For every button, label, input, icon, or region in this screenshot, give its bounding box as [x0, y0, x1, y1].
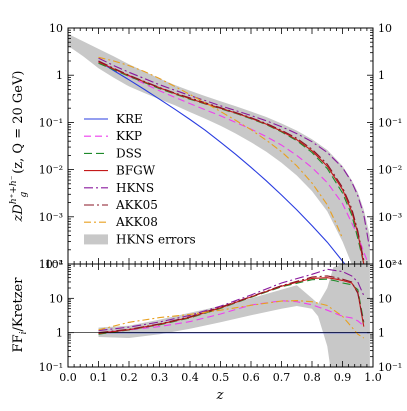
bottom-series-group: [68, 268, 373, 339]
xtick-label: 0.8: [303, 371, 321, 384]
top-ytick-label-left: 10⁻²: [39, 164, 63, 177]
top-series-dss: [98, 62, 365, 264]
top-ytick-label-left: 10⁻⁴: [39, 258, 64, 271]
top-y-axis-label: zDh⁺+h⁻g (z, Q = 20 GeV): [9, 71, 29, 223]
bottom-band-area: [98, 264, 370, 367]
bottom-ytick-label-left: 10: [49, 292, 63, 305]
bottom-series-hkns: [98, 268, 365, 332]
top-error-band: [68, 33, 370, 264]
x-axis-label: z: [216, 388, 224, 403]
bottom-ytick-label-left: 1: [56, 327, 63, 340]
legend-label-hkns-errors: HKNS errors: [116, 232, 196, 246]
bottom-ytick-label-right: 10⁻¹: [378, 361, 402, 374]
legend-label-hkns: HKNS: [116, 181, 154, 195]
top-ytick-label-right: 10⁻²: [378, 164, 402, 177]
top-series-kre: [98, 60, 358, 264]
bottom-ylabel-tail: /Kretzer: [11, 277, 26, 332]
xtick-label: 0.2: [120, 371, 138, 384]
xtick-label: 0.6: [242, 371, 260, 384]
xtick-label: 0.5: [212, 371, 230, 384]
xtick-label: 1.0: [364, 371, 382, 384]
bottom-ytick-label-left: 10⁻¹: [39, 361, 63, 374]
legend: KRE KKP DSS BFGW HKNS AKK05 AKK08 HKNS errors: [84, 112, 196, 246]
bottom-ylabel-sub: i: [19, 331, 29, 334]
bottom-ytick-label-left: 10²: [45, 258, 63, 271]
bottom-ytick-label-right: 10²: [378, 258, 396, 271]
bottom-ytick-label-right: 1: [378, 327, 385, 340]
top-ytick-label-left: 10: [49, 22, 63, 35]
top-ylabel-main: zD: [11, 204, 26, 223]
legend-label-kkp: KKP: [116, 129, 142, 143]
top-ylabel-sup: h⁺+h⁻: [9, 175, 19, 204]
bottom-series-bfgw: [98, 277, 365, 334]
top-series-group: [98, 56, 371, 264]
legend-label-kre: KRE: [116, 112, 143, 126]
bottom-y-axis-label: FFi/Kretzer: [11, 277, 29, 353]
xtick-label: 0.1: [90, 371, 108, 384]
top-ytick-label-left: 10⁻¹: [39, 116, 63, 129]
bottom-error-band: [98, 264, 370, 367]
xtick-label: 0.4: [181, 371, 199, 384]
bottom-series-akk08: [98, 300, 365, 339]
top-ytick-label-left: 1: [56, 69, 63, 82]
bottom-ytick-label-right: 10: [378, 292, 392, 305]
legend-label-bfgw: BFGW: [116, 164, 156, 178]
legend-label-akk05: AKK05: [115, 198, 158, 212]
top-series-akk05: [98, 60, 365, 261]
top-series-akk08: [98, 56, 344, 239]
xtick-label: 0.3: [151, 371, 169, 384]
top-ytick-label-right: 10⁻¹: [378, 116, 402, 129]
top-ytick-label-right: 1: [378, 69, 385, 82]
top-ylabel-sub: g: [19, 192, 29, 198]
bottom-ylabel-main: FF: [11, 334, 26, 352]
top-series-bfgw: [98, 61, 365, 264]
xtick-label: 0.0: [59, 371, 77, 384]
top-series-hkns: [98, 57, 371, 250]
xtick-label: 0.7: [273, 371, 291, 384]
top-ylabel-tail: (z, Q = 20 GeV): [11, 71, 26, 174]
top-ytick-label-right: 10: [378, 22, 392, 35]
bottom-plot-frame: [67, 263, 374, 368]
bottom-series-akk05: [98, 275, 365, 334]
top-ytick-label-right: 10⁻⁴: [378, 258, 403, 271]
legend-swatch-hkns-errors: [84, 234, 108, 245]
svg-text:FFi/Kretzer: FFi/Kretzer: [11, 277, 29, 353]
svg-text:zDh⁺+h⁻g(z, Q = 20 GeV): zDh⁺+h⁻g (z, Q = 20 GeV): [9, 71, 29, 223]
xtick-label: 0.9: [334, 371, 352, 384]
top-ytick-label-right: 10⁻³: [378, 211, 402, 224]
legend-label-akk08: AKK08: [115, 215, 158, 229]
top-ytick-label-left: 10⁻³: [39, 211, 63, 224]
bottom-series-kkp: [98, 300, 365, 334]
top-band-area: [68, 33, 370, 264]
legend-label-dss: DSS: [116, 146, 142, 160]
